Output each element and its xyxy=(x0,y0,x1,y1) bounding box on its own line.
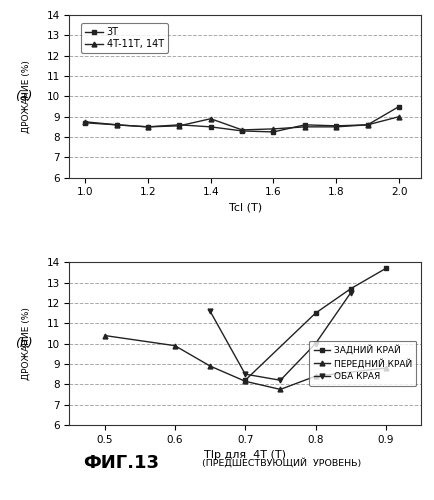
4T-11T, 14T xyxy=(302,124,307,130)
ОБА КРАЯ xyxy=(313,340,318,346)
X-axis label: TІp для  4T (T): TІp для 4T (T) xyxy=(204,450,286,460)
ОБА КРАЯ xyxy=(207,308,213,314)
Y-axis label: ДРОЖАНИЕ (%): ДРОЖАНИЕ (%) xyxy=(22,307,31,380)
ПЕРЕДНИЙ КРАЙ xyxy=(207,363,213,369)
4T-11T, 14T xyxy=(208,116,213,121)
4T-11T, 14T xyxy=(334,124,339,130)
ОБА КРАЯ xyxy=(278,378,283,384)
4T-11T, 14T xyxy=(114,122,119,128)
3T xyxy=(271,129,276,135)
Line: 4T-11T, 14T: 4T-11T, 14T xyxy=(83,114,401,132)
4T-11T, 14T xyxy=(396,114,401,119)
3T xyxy=(240,128,245,134)
4T-11T, 14T xyxy=(365,122,370,128)
ПЕРЕДНИЙ КРАЙ xyxy=(278,386,283,392)
4T-11T, 14T xyxy=(82,119,88,125)
Text: (a): (a) xyxy=(15,90,33,103)
3T xyxy=(177,122,182,128)
Legend: 3T, 4T-11T, 14T: 3T, 4T-11T, 14T xyxy=(81,23,168,53)
Line: ОБА КРАЯ: ОБА КРАЯ xyxy=(207,290,353,382)
Text: (ПРЕДШЕСТВУЮЩИЙ  УРОВЕНЬ): (ПРЕДШЕСТВУЮЩИЙ УРОВЕНЬ) xyxy=(203,458,362,468)
Line: 3T: 3T xyxy=(83,104,401,134)
ПЕРЕДНИЙ КРАЙ xyxy=(383,365,388,371)
ЗАДНИЙ КРАЙ xyxy=(383,266,388,272)
Line: ЗАДНИЙ КРАЙ: ЗАДНИЙ КРАЙ xyxy=(243,266,388,382)
4T-11T, 14T xyxy=(177,123,182,129)
Legend: ЗАДНИЙ КРАЙ, ПЕРЕДНИЙ КРАЙ, ОБА КРАЯ: ЗАДНИЙ КРАЙ, ПЕРЕДНИЙ КРАЙ, ОБА КРАЯ xyxy=(309,340,417,386)
ЗАДНИЙ КРАЙ xyxy=(313,310,318,316)
Y-axis label: ДРОЖАНИЕ (%): ДРОЖАНИЕ (%) xyxy=(22,60,31,133)
3T xyxy=(396,104,401,110)
Line: ПЕРЕДНИЙ КРАЙ: ПЕРЕДНИЙ КРАЙ xyxy=(102,333,388,392)
ПЕРЕДНИЙ КРАЙ xyxy=(172,342,178,348)
Text: (b): (b) xyxy=(15,337,33,350)
ПЕРЕДНИЙ КРАЙ xyxy=(313,373,318,379)
ЗАДНИЙ КРАЙ xyxy=(243,378,248,384)
4T-11T, 14T xyxy=(145,124,151,130)
3T xyxy=(208,124,213,130)
ОБА КРАЯ xyxy=(348,290,353,296)
ПЕРЕДНИЙ КРАЙ xyxy=(243,378,248,384)
3T xyxy=(334,123,339,129)
4T-11T, 14T xyxy=(240,127,245,133)
ЗАДНИЙ КРАЙ xyxy=(348,286,353,292)
Text: ФИГ.13: ФИГ.13 xyxy=(83,454,160,471)
3T xyxy=(302,122,307,128)
4T-11T, 14T xyxy=(271,126,276,132)
3T xyxy=(114,122,119,128)
ОБА КРАЯ xyxy=(243,371,248,377)
3T xyxy=(145,124,151,130)
ПЕРЕДНИЙ КРАЙ xyxy=(102,332,107,338)
3T xyxy=(82,120,88,126)
X-axis label: Tcl (T): Tcl (T) xyxy=(229,203,262,213)
3T xyxy=(365,122,370,128)
